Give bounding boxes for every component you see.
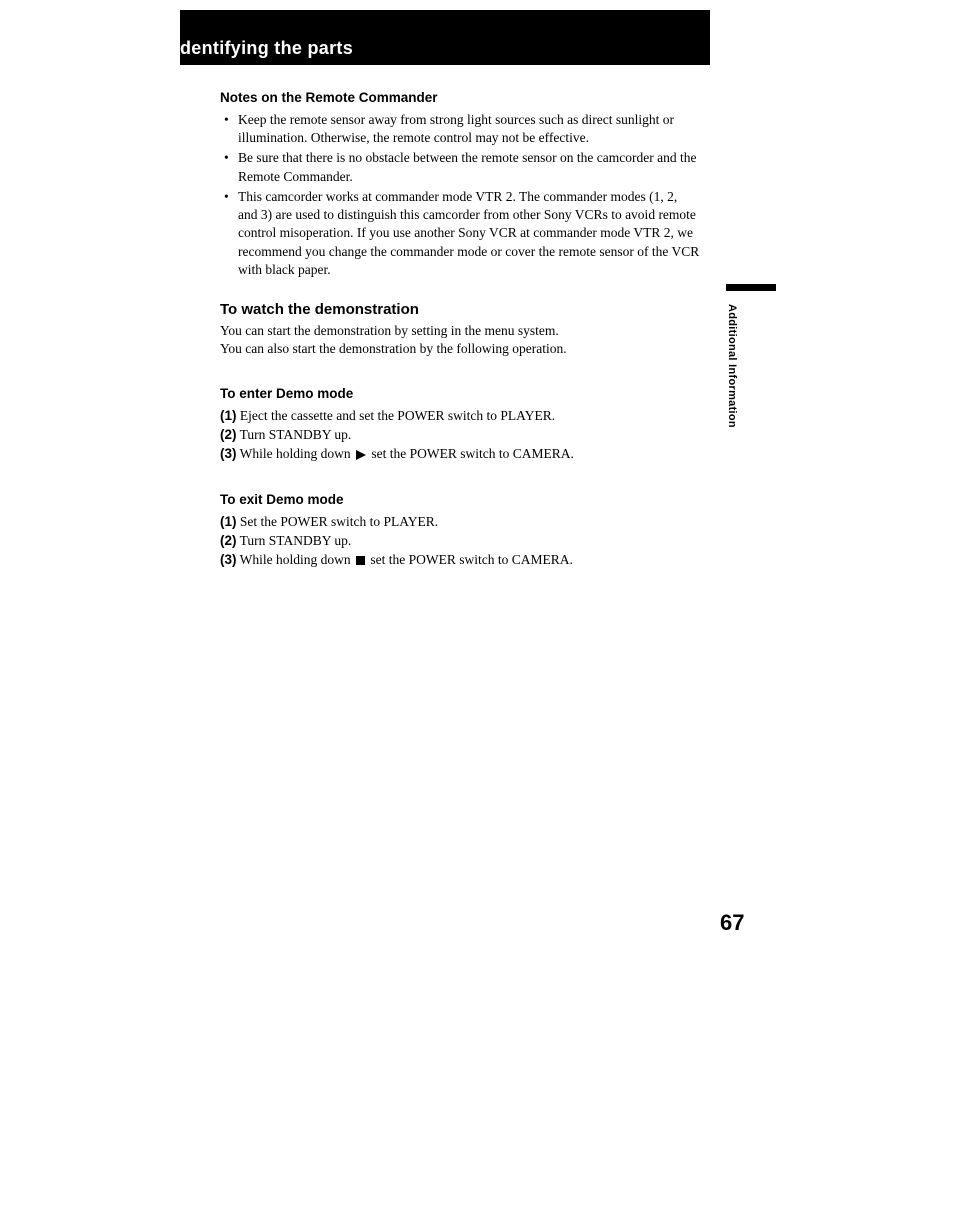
demo-heading: To watch the demonstration: [220, 301, 700, 318]
manual-page: dentifying the parts Notes on the Remote…: [0, 0, 954, 1230]
demo-body-2: You can also start the demonstration by …: [220, 340, 700, 358]
section-header-title: dentifying the parts: [180, 38, 353, 59]
enter-step-2: (2) Turn STANDBY up.: [220, 426, 700, 445]
demo-body-1: You can start the demonstration by setti…: [220, 322, 700, 340]
step-text-pre: While holding down: [237, 552, 355, 567]
stop-icon: [356, 556, 365, 565]
step-number: (1): [220, 408, 237, 423]
notes-heading: Notes on the Remote Commander: [220, 90, 700, 105]
step-number: (2): [220, 533, 237, 548]
step-number: (3): [220, 446, 237, 461]
side-tab-marker: [726, 284, 776, 291]
enter-step-3: (3) While holding down set the POWER swi…: [220, 445, 700, 464]
step-number: (2): [220, 427, 237, 442]
section-header-bar: dentifying the parts: [180, 10, 710, 65]
notes-bullet-list: Keep the remote sensor away from strong …: [220, 111, 700, 279]
exit-step-1: (1) Set the POWER switch to PLAYER.: [220, 513, 700, 532]
page-content: Notes on the Remote Commander Keep the r…: [220, 80, 700, 570]
step-text: Turn STANDBY up.: [237, 533, 352, 548]
step-text: Turn STANDBY up.: [237, 427, 352, 442]
step-number: (1): [220, 514, 237, 529]
list-item: Be sure that there is no obstacle betwee…: [238, 149, 700, 185]
list-item: This camcorder works at commander mode V…: [238, 188, 700, 279]
step-number: (3): [220, 552, 237, 567]
step-text-post: set the POWER switch to CAMERA.: [367, 552, 573, 567]
exit-step-2: (2) Turn STANDBY up.: [220, 532, 700, 551]
enter-demo-heading: To enter Demo mode: [220, 386, 700, 401]
exit-step-3: (3) While holding down set the POWER swi…: [220, 551, 700, 570]
side-tab-label: Additional Information: [726, 304, 738, 428]
play-icon: [356, 450, 366, 460]
list-item: Keep the remote sensor away from strong …: [238, 111, 700, 147]
step-text-post: set the POWER switch to CAMERA.: [368, 446, 574, 461]
exit-demo-heading: To exit Demo mode: [220, 492, 700, 507]
enter-step-1: (1) Eject the cassette and set the POWER…: [220, 407, 700, 426]
step-text: Set the POWER switch to PLAYER.: [237, 514, 439, 529]
step-text: Eject the cassette and set the POWER swi…: [237, 408, 556, 423]
page-number: 67: [720, 910, 744, 936]
step-text-pre: While holding down: [237, 446, 355, 461]
